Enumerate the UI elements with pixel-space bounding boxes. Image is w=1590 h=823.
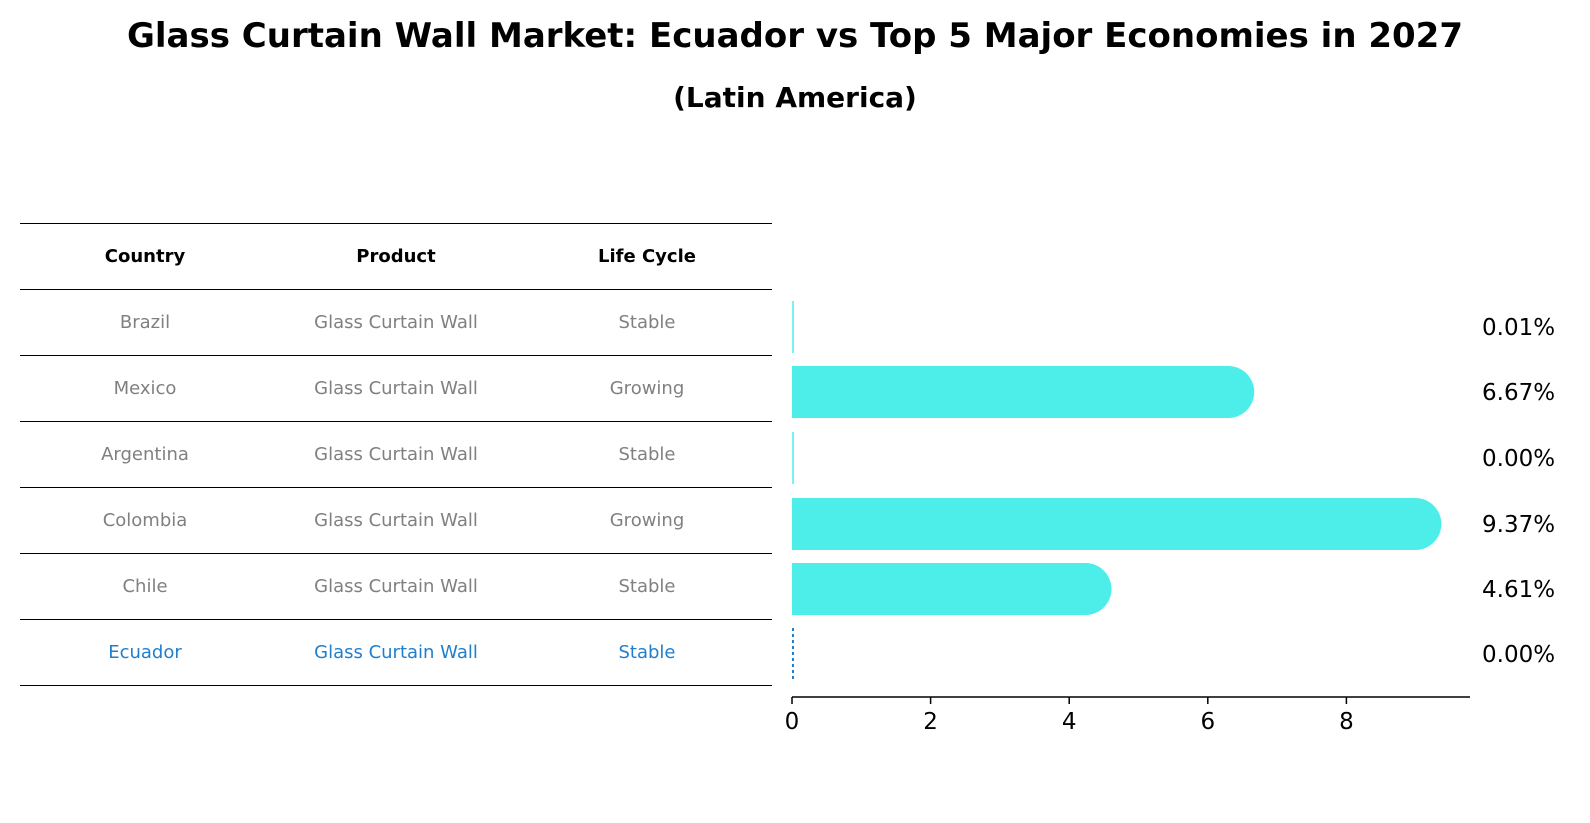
data-label: 4.61% <box>1482 577 1555 603</box>
chart-title: Glass Curtain Wall Market: Ecuador vs To… <box>126 16 1463 56</box>
product-cell: Glass Curtain Wall <box>270 421 522 488</box>
x-tick-label: 0 <box>785 709 800 735</box>
bar <box>792 498 1442 550</box>
life-cycle-cell: Growing <box>522 355 772 422</box>
column-header-country: Country <box>20 223 270 290</box>
data-label: 0.00% <box>1482 642 1555 668</box>
country-cell: Colombia <box>20 487 270 554</box>
bar <box>792 366 1255 418</box>
life-cycle-cell: Stable <box>522 289 772 356</box>
product-cell: Glass Curtain Wall <box>270 355 522 422</box>
x-tick-label: 2 <box>923 709 938 735</box>
bar <box>792 563 1112 615</box>
table-row: Colombia Glass Curtain Wall Growing <box>20 487 772 554</box>
data-label: 6.67% <box>1482 380 1555 406</box>
life-cycle-cell: Stable <box>522 553 772 620</box>
country-cell: Chile <box>20 553 270 620</box>
table-row: Argentina Glass Curtain Wall Stable <box>20 421 772 488</box>
country-cell: Brazil <box>20 289 270 356</box>
table-row: Brazil Glass Curtain Wall Stable <box>20 289 772 356</box>
country-cell: Mexico <box>20 355 270 422</box>
product-cell: Glass Curtain Wall <box>270 619 522 686</box>
life-cycle-cell: Growing <box>522 487 772 554</box>
data-label: 0.01% <box>1482 315 1555 341</box>
table-row: Chile Glass Curtain Wall Stable <box>20 553 772 620</box>
x-tick-label: 6 <box>1200 709 1215 735</box>
product-cell: Glass Curtain Wall <box>270 289 522 356</box>
data-label: 0.00% <box>1482 446 1555 472</box>
x-tick-label: 8 <box>1339 709 1354 735</box>
table-header-row: Country Product Life Cycle <box>20 223 772 290</box>
table-row-highlighted: Ecuador Glass Curtain Wall Stable <box>20 619 772 686</box>
column-header-life-cycle: Life Cycle <box>522 223 772 290</box>
country-cell: Argentina <box>20 421 270 488</box>
country-cell: Ecuador <box>20 619 270 686</box>
data-label: 9.37% <box>1482 512 1555 538</box>
product-cell: Glass Curtain Wall <box>270 487 522 554</box>
data-table: Country Product Life Cycle Brazil Glass … <box>20 223 772 686</box>
column-header-product: Product <box>270 223 522 290</box>
life-cycle-cell: Stable <box>522 421 772 488</box>
chart-subtitle: (Latin America) <box>673 81 917 114</box>
life-cycle-cell: Stable <box>522 619 772 686</box>
table-row: Mexico Glass Curtain Wall Growing <box>20 355 772 422</box>
x-tick-label: 4 <box>1062 709 1077 735</box>
